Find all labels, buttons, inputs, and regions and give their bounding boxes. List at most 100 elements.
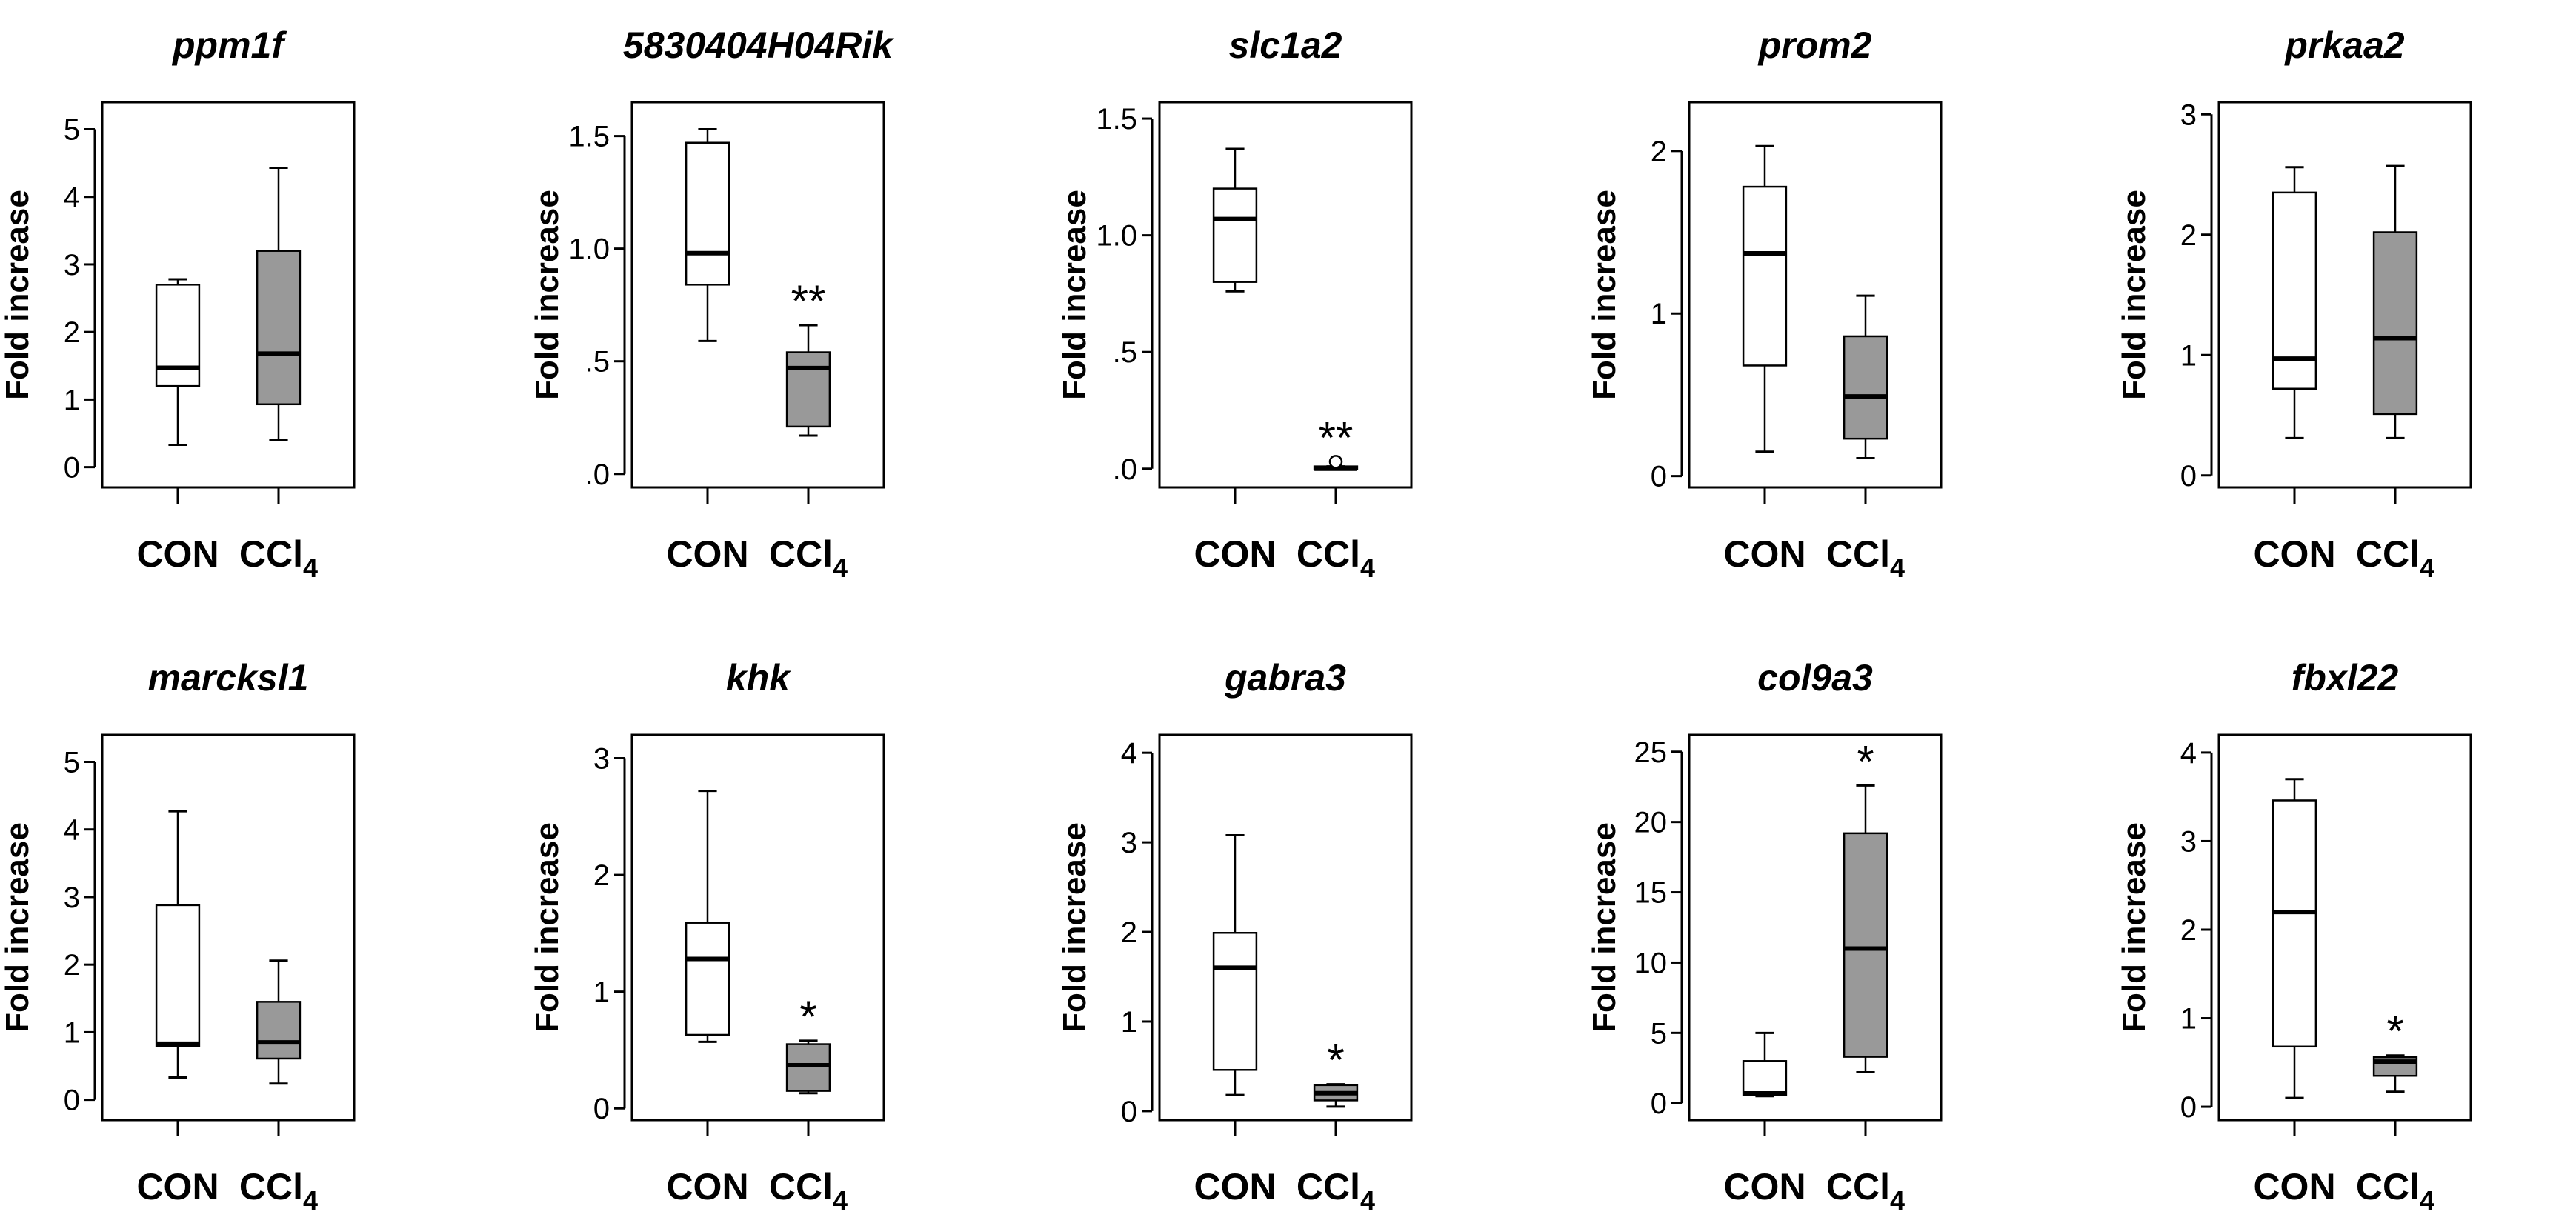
y-tick-label: 4 [64,181,80,214]
x-category-label: CCl4 [239,1166,318,1216]
x-category-label: CON [136,1166,219,1207]
y-tick-label: 25 [1634,736,1668,769]
box-ccl4 [256,959,302,1085]
x-category-label: CCl4 [239,533,318,583]
iqr-box [685,141,730,286]
chart-title: fbxl22 [2292,657,2399,699]
iqr-box [1742,185,1788,367]
chart-panel: fbxl22 0 1 2 3 4 Fold increase CON CCl4 * [2116,657,2472,1216]
y-tick-label: 1 [64,1016,80,1049]
y-tick-label: 3 [1121,827,1137,859]
y-tick-label: 0 [64,452,80,484]
x-category-label: CON [1194,533,1276,575]
iqr-box [256,1001,302,1060]
y-axis-label: Fold increase [1056,190,1093,400]
box-ccl4 [256,166,302,441]
significance-marker: ** [1319,413,1354,462]
y-axis-label: Fold increase [2116,822,2152,1033]
y-tick-label: 3 [64,249,80,281]
y-tick-label: 5 [64,746,80,779]
plot-frame [1688,733,1943,1122]
x-category-label: CON [1723,1166,1805,1207]
y-tick-label: 1 [64,384,80,416]
box-con [685,790,730,1043]
chart-title: 5830404H04Rik [623,24,894,66]
box-con [2272,166,2317,439]
plot-frame [630,733,885,1122]
y-tick-label: 4 [64,814,80,847]
iqr-box [2272,799,2317,1048]
chart-title: ppm1f [171,24,287,66]
plot-frame [1158,101,1413,489]
box-ccl4 [2372,1054,2418,1093]
y-tick-label: 1.5 [568,121,610,153]
iqr-box [1742,1060,1788,1096]
plot-frame [1688,101,1943,489]
chart-title: col9a3 [1757,657,1873,699]
x-category-label: CON [2253,1166,2335,1207]
iqr-box [256,250,302,406]
chart-panel: prkaa2 0 1 2 3 Fold increase CON CCl4 [2116,24,2472,583]
significance-marker: * [2386,1007,2403,1056]
y-tick-label: 0 [2180,460,2197,493]
y-axis-label: Fold increase [1586,190,1623,400]
y-tick-label: 0 [2180,1091,2197,1124]
y-tick-label: 2 [2180,914,2197,947]
y-tick-label: 1 [1651,298,1667,330]
y-tick-label: 0 [593,1093,610,1125]
y-tick-label: 2 [64,316,80,349]
iqr-box [155,284,201,387]
chart-title: prkaa2 [2283,24,2404,66]
box-con [1742,144,1788,453]
plot-frame [2217,101,2472,489]
y-axis-label: Fold increase [0,822,36,1033]
chart-panel: prom2 0 1 2 Fold increase CON CCl4 [1586,24,1943,583]
iqr-box [685,922,730,1036]
y-tick-label: 10 [1634,947,1668,979]
y-tick-label: 1.0 [568,233,610,266]
y-tick-label: .5 [1113,336,1137,369]
box-ccl4 [785,324,831,437]
y-tick-label: 2 [64,949,80,982]
chart-title: slc1a2 [1229,24,1342,66]
box-ccl4 [1313,1083,1359,1108]
chart-panel: khk 0 1 2 3 Fold increase CON CCl4 * [529,657,885,1216]
x-category-label: CCl4 [2356,533,2434,583]
y-tick-label: 0 [1121,1096,1137,1128]
x-category-label: CCl4 [1826,1166,1905,1216]
significance-marker: * [1857,736,1874,786]
y-tick-label: 0 [64,1084,80,1117]
x-category-label: CON [666,1166,748,1207]
x-category-label: CCl4 [769,533,848,583]
significance-marker: * [1327,1036,1344,1085]
iqr-box [1212,187,1258,283]
y-axis-label: Fold increase [0,190,36,400]
y-tick-label: .5 [585,346,610,379]
x-category-label: CCl4 [1297,533,1375,583]
y-tick-label: 4 [2180,737,2197,770]
y-tick-label: 3 [2180,99,2197,131]
x-category-label: CON [666,533,748,575]
y-tick-label: 1 [2180,339,2197,372]
y-tick-label: 20 [1634,807,1668,839]
chart-panel: col9a3 0 5 10 15 20 25 Fold increase CON CCl4 * [1586,657,1943,1216]
y-tick-label: 5 [1651,1017,1667,1050]
chart-title: prom2 [1757,24,1872,66]
plot-frame [630,101,885,489]
box-con [2272,778,2317,1099]
iqr-box [2372,231,2418,416]
y-tick-label: 1 [1121,1006,1137,1039]
chart-panel: gabra3 0 1 2 3 4 Fold increase CON CCl4 * [1056,657,1413,1216]
plot-frame [1158,733,1413,1122]
y-axis-label: Fold increase [1056,822,1093,1033]
y-tick-label: 2 [2180,219,2197,252]
y-tick-label: 0 [1651,1087,1667,1120]
box-ccl4 [1843,784,1888,1073]
significance-marker: ** [791,276,826,326]
box-con [155,278,201,447]
y-tick-label: 2 [1121,916,1137,949]
y-tick-label: 15 [1634,877,1668,910]
iqr-box [155,904,201,1047]
significance-marker: * [799,992,816,1042]
